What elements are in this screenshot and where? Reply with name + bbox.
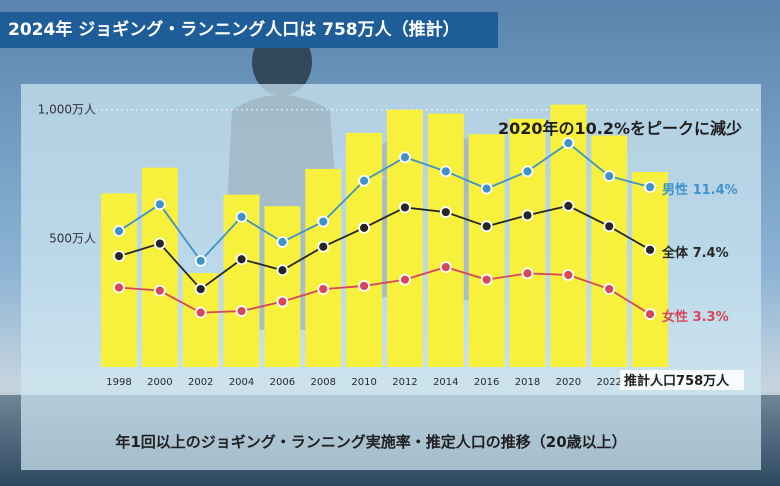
x-tick-label: 2012 (392, 377, 417, 388)
point-男性-2000 (153, 198, 166, 211)
point-男性-1998 (113, 225, 125, 237)
point-全体-2014 (439, 206, 452, 219)
point-女性-2006 (276, 295, 289, 308)
point-女性-2012 (399, 273, 411, 286)
point-男性-2012 (399, 151, 411, 164)
x-tick-label: 2000 (147, 377, 172, 388)
point-全体-2008 (317, 240, 330, 253)
point-女性-2014 (439, 261, 452, 274)
point-全体-2018 (521, 209, 534, 222)
point-男性-2010 (358, 174, 371, 187)
point-全体-2002 (194, 283, 207, 295)
x-tick-label: 2006 (270, 377, 295, 388)
x-tick-label: 2014 (433, 377, 458, 388)
y-tick-label: 500万人 (49, 231, 96, 245)
point-女性-1998 (113, 281, 125, 294)
series-line-全体 (118, 204, 651, 291)
point-男性-2016 (480, 182, 493, 195)
point-全体-2006 (276, 264, 289, 277)
point-全体-2016 (480, 220, 493, 233)
point-全体-2012 (399, 201, 411, 214)
bar-2006 (264, 206, 301, 367)
point-女性-2020 (562, 269, 575, 281)
x-tick-label: 2004 (229, 377, 254, 388)
page-title: 2024年 ジョギング・ランニング人口は 758万人（推計） (0, 12, 498, 48)
point-女性-2004 (235, 305, 248, 317)
bar-2014 (427, 113, 464, 367)
series-end-label: 男性 11.4% (662, 182, 738, 198)
point-全体-2004 (235, 253, 248, 266)
bar-2008 (305, 168, 342, 367)
point-女性-2022 (603, 283, 616, 295)
point-全体-2022 (603, 220, 616, 233)
point-男性-2014 (439, 165, 452, 178)
x-tick-label: 2016 (474, 377, 499, 388)
bar-2012 (386, 109, 423, 368)
point-女性-2016 (480, 273, 493, 286)
series-end-label: 全体 7.4% (661, 245, 729, 261)
bar-2010 (346, 132, 383, 367)
series-line-男性 (118, 141, 651, 263)
point-男性-2018 (521, 165, 534, 178)
x-tick-label: 2020 (556, 377, 581, 388)
chart-title: 年1回以上のジョギング・ランニング実施率・推定人口の推移（20歳以上） (115, 433, 626, 451)
point-男性-2004 (235, 210, 248, 223)
bar-2018 (509, 118, 546, 368)
point-男性-2008 (317, 215, 330, 228)
series-line-女性 (118, 266, 651, 315)
point-男性-2002 (194, 254, 207, 267)
bar-1998 (101, 193, 137, 367)
point-男性-2020 (562, 137, 575, 149)
point-女性-2008 (317, 283, 330, 295)
point-全体-2000 (153, 237, 166, 250)
point-女性-2000 (153, 284, 166, 297)
point-全体-2024 (644, 243, 656, 256)
x-tick-label: 2002 (188, 377, 213, 388)
x-tick-label: 2010 (351, 377, 376, 388)
peak-annotation: 2020年の10.2%をピークに減少 (498, 119, 742, 138)
point-女性-2010 (358, 280, 371, 292)
bar-2000 (141, 167, 178, 367)
x-tick-label: 2008 (311, 377, 336, 388)
x-tick-label: 1998 (106, 377, 131, 388)
bar-end-label: 推計人口758万人 (624, 373, 730, 389)
series-end-label: 女性 3.3% (662, 309, 729, 325)
x-tick-label: 2018 (515, 377, 540, 388)
bar-2024 (632, 171, 669, 367)
point-女性-2024 (644, 308, 656, 321)
x-tick-label: 2022 (596, 377, 621, 388)
bar-end-label-bg (620, 370, 745, 390)
point-女性-2018 (521, 267, 534, 280)
point-全体-2020 (562, 199, 575, 212)
point-男性-2022 (603, 170, 616, 182)
point-全体-2010 (358, 221, 371, 234)
point-全体-1998 (113, 250, 125, 263)
point-男性-2024 (644, 181, 656, 193)
bar-2016 (468, 134, 505, 367)
point-女性-2002 (194, 306, 207, 319)
point-男性-2006 (276, 236, 289, 248)
y-tick-label: 1,000万人 (38, 103, 96, 117)
